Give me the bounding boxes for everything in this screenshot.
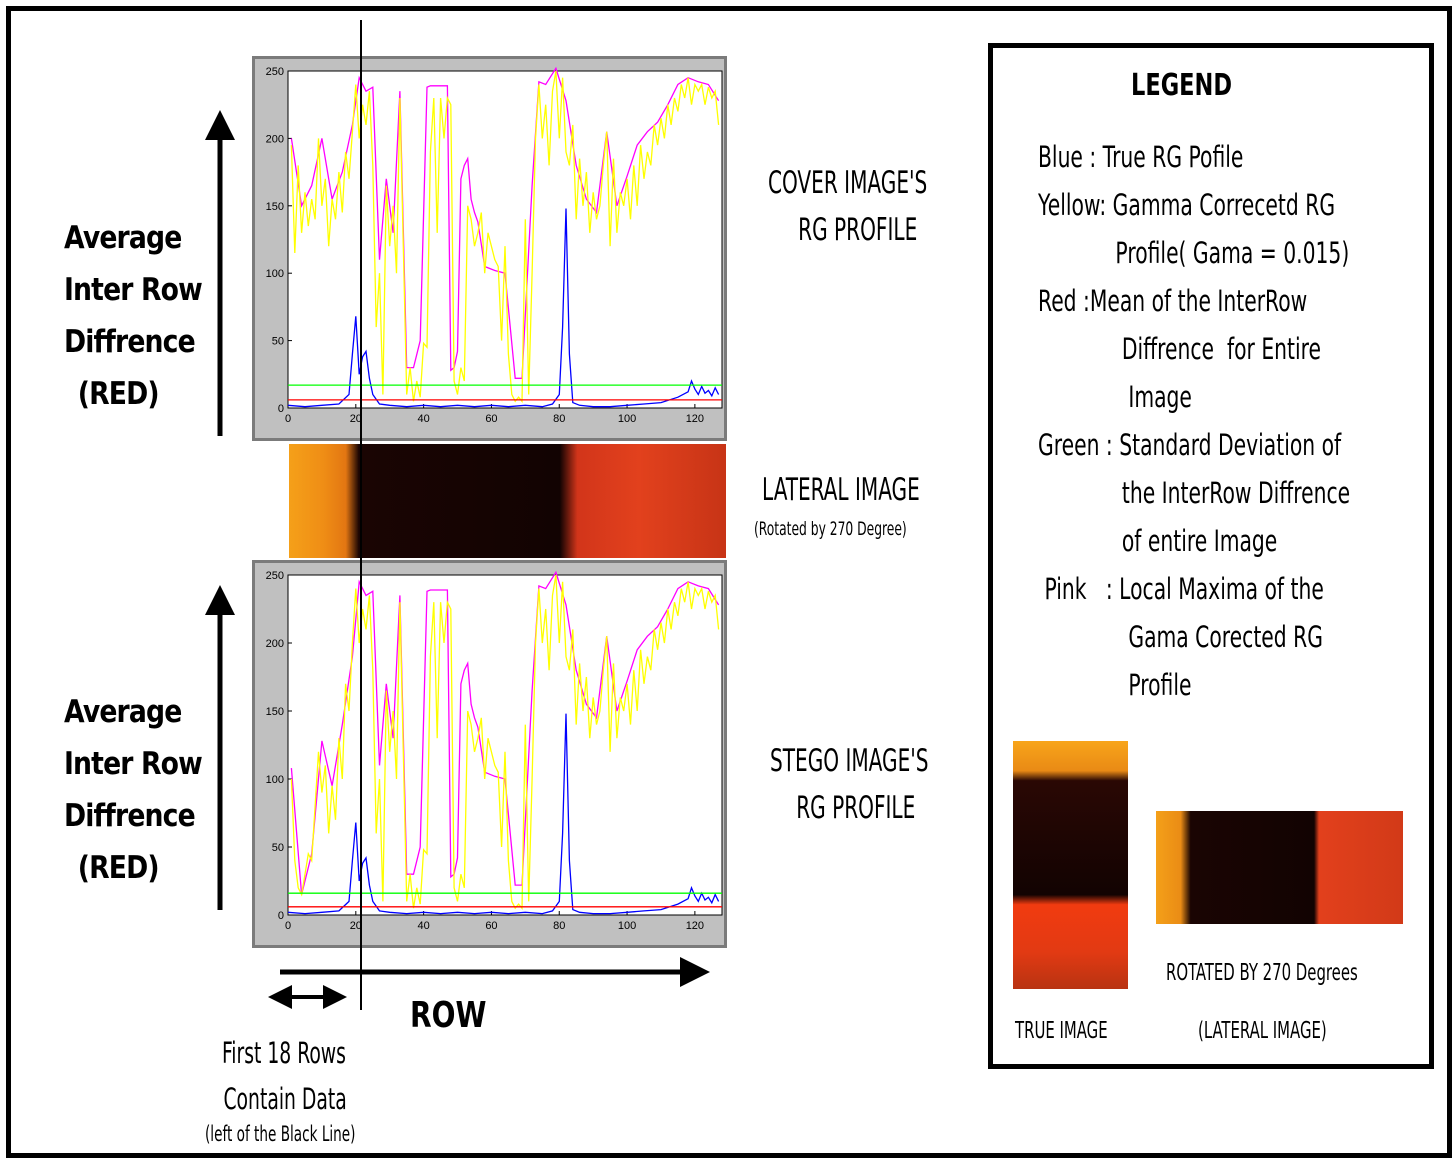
- stego-x-tick-label: 120: [686, 920, 704, 932]
- note-subline: (left of the Black Line): [205, 1122, 356, 1146]
- legend-item: Diffrence for Entire: [1038, 332, 1322, 366]
- y-label-line: Average: [64, 694, 182, 730]
- cover-rg-profile-plot: 0 20 40 60 80 100 120 0 50 100 150 200 250: [252, 56, 727, 441]
- stego-y-tick-label: 250: [266, 570, 284, 582]
- stego-y-tick-label: 50: [272, 842, 284, 854]
- stego-y-tick-label: 200: [266, 638, 284, 650]
- data-boundary-line: [360, 20, 362, 1010]
- stego-x-tick-label: 60: [485, 920, 497, 932]
- cover-series-pink: [290, 66, 720, 379]
- cover-x-tick-label: 0: [285, 413, 291, 425]
- cover-x-tick-label: 120: [686, 413, 704, 425]
- cover-x-tick-label: 40: [418, 413, 430, 425]
- legend-item: the InterRow Diffrence: [1038, 476, 1351, 510]
- legend-item: Green : Standard Deviation of: [1038, 428, 1342, 462]
- cover-x-tick-label: 100: [618, 413, 636, 425]
- y-label-line: (RED): [77, 850, 160, 886]
- stego-plot-svg: 0 20 40 60 80 100 120 0 50 100 150 200 250: [266, 570, 723, 932]
- legend-item: Pink : Local Maxima of the: [1038, 572, 1324, 606]
- cover-title-line: RG PROFILE: [798, 212, 918, 248]
- cover-y-tick-label: 100: [266, 268, 284, 280]
- cover-x-tick-label: 60: [485, 413, 497, 425]
- rotated-label: ROTATED BY 270 Degrees: [1166, 960, 1358, 986]
- stego-series-pink: [290, 570, 720, 895]
- lateral-image: [289, 444, 726, 558]
- legend-item: Profile( Gama = 0.015): [1038, 236, 1350, 270]
- y-label-line: (RED): [77, 376, 160, 412]
- note-line: First 18 Rows: [222, 1036, 346, 1070]
- legend-entries: Blue : True RG Pofile Yellow: Gamma Corr…: [1038, 133, 1350, 709]
- legend-item: Red :Mean of the InterRow: [1038, 284, 1308, 318]
- cover-y-tick-label: 50: [272, 336, 284, 348]
- cover-plot-svg: 0 20 40 60 80 100 120 0 50 100 150 200 250: [266, 66, 723, 425]
- cover-title-line: COVER IMAGE'S: [768, 165, 928, 201]
- stego-title: STEGO IMAGE'S RG PROFILE: [770, 738, 929, 832]
- stego-x-tick-label: 40: [418, 920, 430, 932]
- stego-y-tick-label: 100: [266, 774, 284, 786]
- stego-rg-profile-plot: 0 20 40 60 80 100 120 0 50 100 150 200 250: [252, 560, 727, 948]
- top-y-axis-label: Average Inter Row Diffrence (RED): [64, 212, 203, 420]
- stego-y-tick-label: 0: [278, 910, 284, 922]
- cover-x-tick-label: 20: [350, 413, 362, 425]
- stego-y-tick-label: 150: [266, 706, 284, 718]
- cover-y-tick-label: 150: [266, 201, 284, 213]
- y-label-line: Diffrence: [64, 324, 196, 360]
- note-line: Contain Data: [223, 1082, 347, 1116]
- cover-y-tick-label: 200: [266, 133, 284, 145]
- legend-item: Image: [1038, 380, 1192, 414]
- cover-series-yellow: [290, 70, 720, 404]
- cover-x-tick-label: 80: [553, 413, 565, 425]
- y-label-line: Inter Row: [64, 272, 203, 308]
- lateral-subtitle: (Rotated by 270 Degree): [754, 518, 907, 540]
- legend-title: LEGEND: [1131, 68, 1233, 103]
- row-axis-label: ROW: [410, 995, 487, 1036]
- cover-y-tick-label: 250: [266, 66, 284, 78]
- stego-x-tick-label: 0: [285, 920, 291, 932]
- true-image-thumbnail: [1013, 741, 1128, 989]
- legend-item: Profile: [1038, 668, 1192, 702]
- legend-item: of entire Image: [1038, 524, 1278, 558]
- stego-x-tick-label: 100: [618, 920, 636, 932]
- stego-x-tick-label: 80: [553, 920, 565, 932]
- true-image-label: TRUE IMAGE: [1015, 1018, 1108, 1044]
- legend-item: Yellow: Gamma Correcetd RG: [1038, 188, 1336, 222]
- stego-x-tick-label: 20: [350, 920, 362, 932]
- stego-title-line: STEGO IMAGE'S: [770, 743, 929, 779]
- first-rows-note: First 18 Rows Contain Data: [222, 1030, 347, 1122]
- cover-title: COVER IMAGE'S RG PROFILE: [768, 160, 927, 254]
- y-label-line: Average: [64, 220, 182, 256]
- lateral-image-label: (LATERAL IMAGE): [1198, 1018, 1327, 1044]
- lateral-title: LATERAL IMAGE: [762, 472, 920, 508]
- y-label-line: Inter Row: [64, 746, 203, 782]
- y-label-line: Diffrence: [64, 798, 196, 834]
- legend-item: Blue : True RG Pofile: [1038, 140, 1244, 174]
- bottom-y-axis-label: Average Inter Row Diffrence (RED): [64, 686, 203, 894]
- cover-y-tick-label: 0: [278, 403, 284, 415]
- legend-item: Gama Corected RG: [1038, 620, 1323, 654]
- legend-box: LEGEND Blue : True RG Pofile Yellow: Gam…: [988, 43, 1434, 1069]
- stego-series-yellow: [290, 574, 720, 910]
- stego-title-line: RG PROFILE: [796, 790, 916, 826]
- rotated-image-thumbnail: [1156, 811, 1403, 924]
